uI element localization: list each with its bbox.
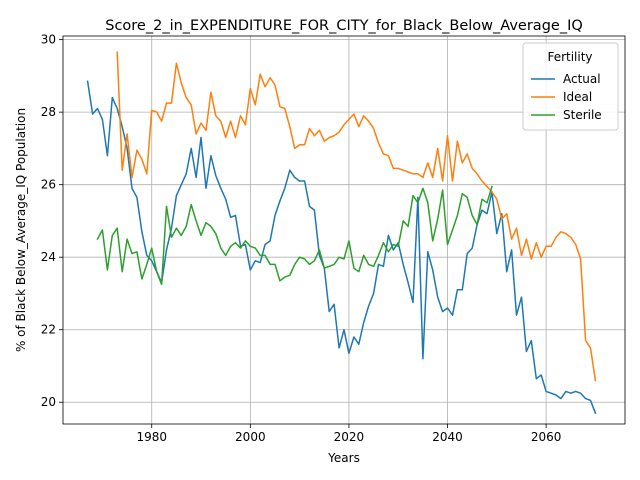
series-line-sterile <box>96 185 493 286</box>
x-tick-label: 2000 <box>235 430 266 444</box>
chart-title: Score_2_in_EXPENDITURE_FOR_CITY_for_Blac… <box>105 18 583 34</box>
y-tick-label: 26 <box>41 178 56 192</box>
y-tick-label: 30 <box>41 33 56 47</box>
plot-frame <box>62 35 626 425</box>
legend: Fertility Actual Ideal Sterile <box>522 42 619 131</box>
x-tick-label: 2020 <box>334 430 365 444</box>
x-axis: 1980 2000 2020 2040 2060 <box>136 424 561 444</box>
x-axis-label: Years <box>327 451 360 465</box>
legend-title: Fertility <box>547 50 592 64</box>
legend-entries: Actual Ideal Sterile <box>531 72 602 122</box>
legend-label: Actual <box>563 72 601 86</box>
legend-label: Sterile <box>563 108 602 122</box>
x-tick-label: 1980 <box>136 430 167 444</box>
series-line-actual <box>86 80 597 415</box>
series-line-ideal <box>116 51 597 382</box>
y-tick-label: 22 <box>41 323 56 337</box>
y-tick-label: 24 <box>41 250 56 264</box>
legend-entry-actual: Actual <box>531 72 601 86</box>
x-tick-label: 2060 <box>531 430 562 444</box>
legend-entry-sterile: Sterile <box>531 108 602 122</box>
legend-label: Ideal <box>563 90 592 104</box>
legend-entry-ideal: Ideal <box>531 90 592 104</box>
legend-box <box>522 42 619 131</box>
series-layer <box>86 51 597 415</box>
y-axis: 20 22 24 26 28 30 <box>41 33 63 409</box>
y-tick-label: 28 <box>41 105 56 119</box>
y-axis-label: % of Black Below_Average_IQ Population <box>14 108 28 352</box>
x-tick-label: 2040 <box>432 430 463 444</box>
y-tick-label: 20 <box>41 395 56 409</box>
